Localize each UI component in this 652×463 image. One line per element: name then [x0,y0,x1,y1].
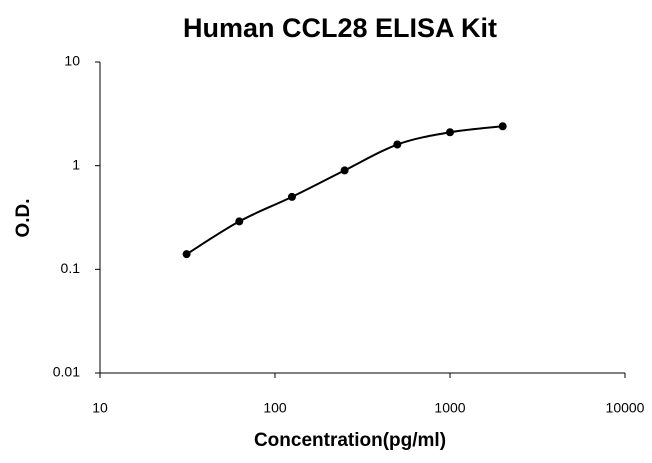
data-point [287,192,296,201]
data-point [235,217,244,226]
x-tick-label: 10000 [606,400,645,416]
y-tick-label: 10 [64,53,80,69]
x-tick-label: 10 [92,400,108,416]
data-point [498,122,507,131]
y-axis-label: O.D. [13,198,34,237]
data-point [340,166,349,175]
y-tick-label: 1 [72,156,80,172]
data-point [446,128,454,137]
x-axis-label: Concentration(pg/ml) [254,430,446,451]
data-point [182,250,191,259]
y-tick-label: 0.1 [61,260,81,276]
y-tick-label: 0.01 [53,364,80,380]
x-tick-label: 1000 [434,400,465,416]
data-point [393,140,402,149]
fit-curve [186,125,503,256]
chart-title: Human CCL28 ELISA Kit [183,13,497,43]
x-tick-label: 100 [263,400,287,416]
